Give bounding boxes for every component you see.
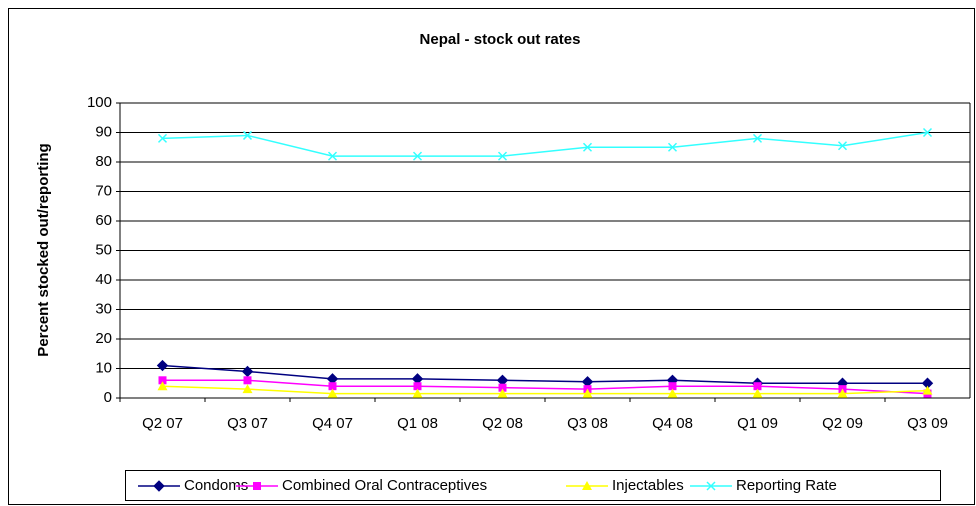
x-tick-label: Q2 09: [822, 415, 863, 432]
marker: [412, 388, 423, 398]
marker: [582, 481, 592, 490]
x-tick-label: Q3 09: [907, 415, 948, 432]
marker: [497, 388, 508, 398]
y-tick-label: 80: [95, 153, 112, 170]
series-line: [162, 385, 928, 395]
marker: [922, 127, 933, 138]
x-tick-label: Q4 08: [652, 415, 693, 432]
marker: [157, 381, 168, 391]
legend-label: Reporting Rate: [736, 477, 837, 494]
y-tick-label: 70: [95, 182, 112, 199]
y-tick-label: 20: [95, 330, 112, 347]
marker: [158, 376, 167, 385]
marker: [157, 133, 168, 143]
legend-label: Combined Oral Contraceptives: [282, 477, 487, 494]
marker: [242, 130, 253, 140]
marker: [498, 383, 507, 392]
y-tick-label: 40: [95, 271, 112, 288]
marker: [582, 388, 593, 398]
y-tick-label: 10: [95, 359, 112, 376]
marker: [667, 142, 678, 152]
chart-frame: [8, 8, 975, 505]
series-line: [162, 131, 928, 157]
marker: [328, 382, 337, 391]
x-tick-label: Q4 07: [312, 415, 353, 432]
series-line: [162, 364, 928, 384]
marker: [837, 388, 848, 398]
x-tick-label: Q3 08: [567, 415, 608, 432]
x-tick-label: Q1 09: [737, 415, 778, 432]
marker: [242, 384, 253, 394]
y-tick-label: 30: [95, 300, 112, 317]
legend-label: Injectables: [612, 477, 684, 494]
y-tick-label: 0: [104, 389, 112, 406]
y-tick-label: 90: [95, 123, 112, 140]
marker: [837, 141, 848, 151]
marker: [327, 151, 338, 161]
marker: [667, 388, 678, 398]
marker: [753, 382, 762, 391]
marker: [752, 133, 763, 143]
y-axis-title: Percent stocked out/reporting: [35, 143, 52, 356]
y-tick-label: 50: [95, 241, 112, 258]
marker: [412, 151, 423, 161]
legend-label: Condoms: [184, 477, 248, 494]
marker: [156, 359, 169, 372]
marker: [497, 151, 508, 161]
marker: [153, 480, 165, 492]
marker: [327, 388, 338, 398]
x-tick-label: Q2 07: [142, 415, 183, 432]
y-tick-label: 60: [95, 212, 112, 229]
x-tick-label: Q2 08: [482, 415, 523, 432]
chart-title: Nepal - stock out rates: [420, 31, 581, 48]
marker: [413, 382, 422, 391]
marker: [243, 376, 252, 385]
marker: [582, 142, 593, 152]
marker: [922, 385, 933, 395]
x-tick-label: Q1 08: [397, 415, 438, 432]
marker: [706, 481, 716, 491]
marker: [668, 382, 677, 391]
marker: [752, 388, 763, 398]
marker: [253, 482, 261, 490]
x-tick-label: Q3 07: [227, 415, 268, 432]
y-tick-label: 100: [87, 94, 112, 111]
series-line: [162, 379, 928, 395]
